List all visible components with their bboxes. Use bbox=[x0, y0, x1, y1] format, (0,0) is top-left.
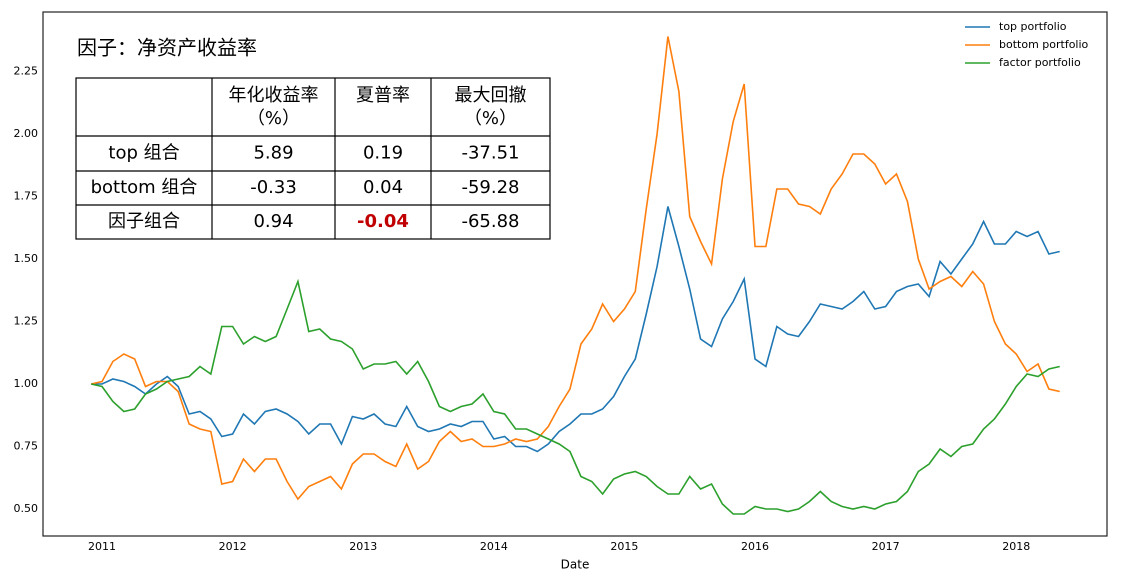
legend-label: factor portfolio bbox=[999, 56, 1081, 69]
table-header: 夏普率 bbox=[356, 85, 410, 106]
x-tick-label: 2012 bbox=[219, 540, 247, 553]
y-tick-label: 2.25 bbox=[14, 65, 39, 78]
x-tick-label: 2014 bbox=[480, 540, 508, 553]
y-tick-label: 1.50 bbox=[14, 252, 39, 265]
table-cell: 5.89 bbox=[253, 143, 293, 164]
x-tick-label: 2018 bbox=[1002, 540, 1030, 553]
table-header: 最大回撤 bbox=[455, 85, 527, 106]
y-tick-label: 1.25 bbox=[14, 315, 39, 328]
series-line bbox=[91, 36, 1060, 501]
y-tick-label: 2.00 bbox=[14, 127, 39, 140]
series-line bbox=[91, 206, 1060, 453]
table-header: （%） bbox=[464, 108, 517, 129]
table-cell: -59.28 bbox=[461, 177, 519, 198]
table-cell: 0.04 bbox=[363, 177, 403, 198]
plot-frame bbox=[42, 11, 1108, 537]
table-cell: 0.19 bbox=[363, 143, 403, 164]
table-cell: top 组合 bbox=[108, 143, 179, 164]
table-cell: -37.51 bbox=[461, 143, 519, 164]
table-cell: 因子组合 bbox=[108, 211, 180, 232]
table-header: （%） bbox=[247, 108, 300, 129]
y-tick-label: 0.50 bbox=[14, 502, 39, 515]
table-cell: 0.94 bbox=[253, 211, 293, 232]
x-tick-label: 2013 bbox=[349, 540, 377, 553]
x-tick-label: 2015 bbox=[610, 540, 638, 553]
legend-label: bottom portfolio bbox=[999, 38, 1089, 51]
y-tick-label: 0.75 bbox=[14, 440, 39, 453]
table-cell: bottom 组合 bbox=[91, 177, 198, 198]
table-cell: -0.33 bbox=[250, 177, 297, 198]
y-tick-label: 1.75 bbox=[14, 190, 39, 203]
legend-label: top portfolio bbox=[999, 20, 1067, 33]
series-line bbox=[91, 278, 1060, 515]
table-frame bbox=[75, 77, 551, 240]
chart-title: 因子：净资产收益率 bbox=[77, 36, 257, 60]
table-cell: -0.04 bbox=[357, 211, 409, 232]
y-tick-label: 1.00 bbox=[14, 377, 39, 390]
table-header: 年化收益率 bbox=[229, 85, 319, 106]
x-axis-label: Date bbox=[561, 558, 590, 572]
x-tick-label: 2016 bbox=[741, 540, 769, 553]
x-tick-label: 2017 bbox=[872, 540, 900, 553]
table-cell: -65.88 bbox=[461, 211, 519, 232]
x-tick-label: 2011 bbox=[88, 540, 116, 553]
